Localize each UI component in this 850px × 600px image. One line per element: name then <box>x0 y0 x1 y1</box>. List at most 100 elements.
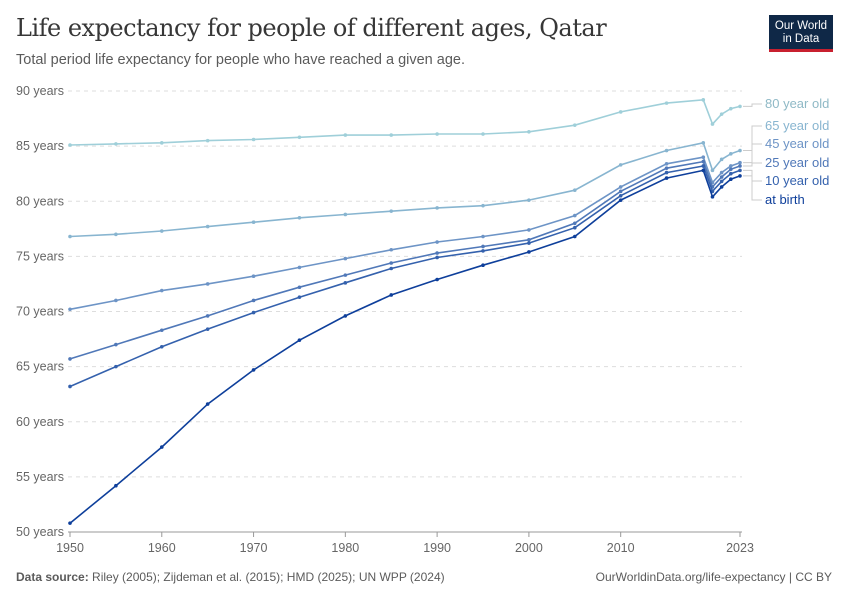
data-point <box>343 133 348 137</box>
data-point <box>481 234 485 239</box>
x-tick-label: 1980 <box>331 541 359 555</box>
data-point <box>618 185 623 189</box>
data-point <box>572 225 577 230</box>
legend-connector <box>743 125 762 152</box>
y-tick-label: 75 years <box>16 249 64 263</box>
data-point <box>572 188 577 193</box>
data-point <box>572 123 577 127</box>
x-tick-label: 2010 <box>607 541 635 555</box>
data-point <box>618 110 623 114</box>
data-point <box>710 168 715 173</box>
data-point <box>389 293 394 297</box>
legend-connector <box>743 103 762 107</box>
data-point <box>481 203 485 208</box>
data-point <box>527 228 531 232</box>
data-point <box>618 198 623 202</box>
data-point <box>297 265 302 270</box>
data-point <box>664 170 669 175</box>
data-point <box>719 175 724 179</box>
data-point <box>68 521 72 525</box>
series-line-45-year-old <box>69 156 741 311</box>
data-point <box>710 195 715 199</box>
data-point <box>297 135 302 140</box>
data-point <box>114 232 118 237</box>
data-point <box>435 206 439 210</box>
y-tick-label: 70 years <box>16 305 64 319</box>
data-point <box>205 314 210 318</box>
data-point <box>701 155 706 159</box>
data-point <box>205 138 210 143</box>
y-tick-label: 85 years <box>16 139 64 153</box>
y-tick-label: 60 years <box>16 415 64 429</box>
data-point <box>114 298 118 303</box>
data-point <box>297 295 302 299</box>
data-point <box>68 357 72 361</box>
data-point <box>527 129 531 134</box>
data-point <box>701 98 706 102</box>
x-tick-label: 2023 <box>726 541 754 555</box>
data-point <box>664 176 669 180</box>
data-point <box>435 251 439 255</box>
legend-label: 25 year old <box>765 155 829 170</box>
data-point <box>729 171 733 176</box>
series-line-65-year-old <box>69 141 741 238</box>
data-point <box>701 159 706 164</box>
data-point <box>729 177 733 181</box>
data-point <box>205 224 210 229</box>
data-point <box>114 142 118 146</box>
data-point <box>389 133 394 137</box>
source-link[interactable]: OurWorldinData.org/life-expectancy | CC … <box>595 570 832 584</box>
data-point <box>572 213 577 218</box>
data-point <box>664 161 669 166</box>
data-point <box>389 247 394 252</box>
data-point <box>618 193 623 198</box>
legend-label: 45 year old <box>765 136 829 151</box>
data-point <box>251 368 256 372</box>
data-point <box>205 282 210 286</box>
data-point <box>481 263 485 267</box>
data-point <box>701 141 706 145</box>
data-point <box>719 185 724 189</box>
data-point <box>68 307 72 312</box>
data-point <box>251 310 256 315</box>
data-source-label: Data source: <box>16 570 89 584</box>
data-point <box>159 445 164 449</box>
data-point <box>701 168 706 173</box>
data-point <box>572 221 577 226</box>
y-tick-label: 55 years <box>16 470 64 484</box>
data-point <box>297 338 302 342</box>
data-point <box>710 122 715 126</box>
data-point <box>527 250 531 254</box>
x-tick-label: 2000 <box>515 541 543 555</box>
data-point <box>729 152 733 156</box>
data-point <box>572 234 577 239</box>
data-point <box>618 163 623 167</box>
data-point <box>729 106 733 111</box>
data-point <box>527 198 531 202</box>
owid-logo[interactable]: Our World in Data <box>769 15 833 52</box>
data-point <box>68 234 72 239</box>
data-point <box>389 209 394 213</box>
data-point <box>435 255 439 260</box>
data-point <box>343 212 348 217</box>
data-point <box>159 328 164 333</box>
y-tick-label: 80 years <box>16 194 64 208</box>
data-point <box>719 170 724 175</box>
data-point <box>389 261 394 265</box>
data-point <box>738 104 742 109</box>
data-point <box>114 342 118 347</box>
series-line-80-year-old <box>69 98 741 146</box>
data-source: Data source: Riley (2005); Zijdeman et a… <box>16 570 445 584</box>
data-point <box>738 174 742 178</box>
data-point <box>114 483 118 488</box>
data-point <box>114 364 118 369</box>
x-tick-label: 1950 <box>56 541 84 555</box>
data-point <box>435 132 439 136</box>
y-tick-label: 90 years <box>16 84 64 98</box>
data-point <box>719 112 724 116</box>
data-point <box>159 141 164 145</box>
data-point <box>435 240 439 244</box>
data-point <box>729 167 733 172</box>
data-point <box>159 288 164 293</box>
